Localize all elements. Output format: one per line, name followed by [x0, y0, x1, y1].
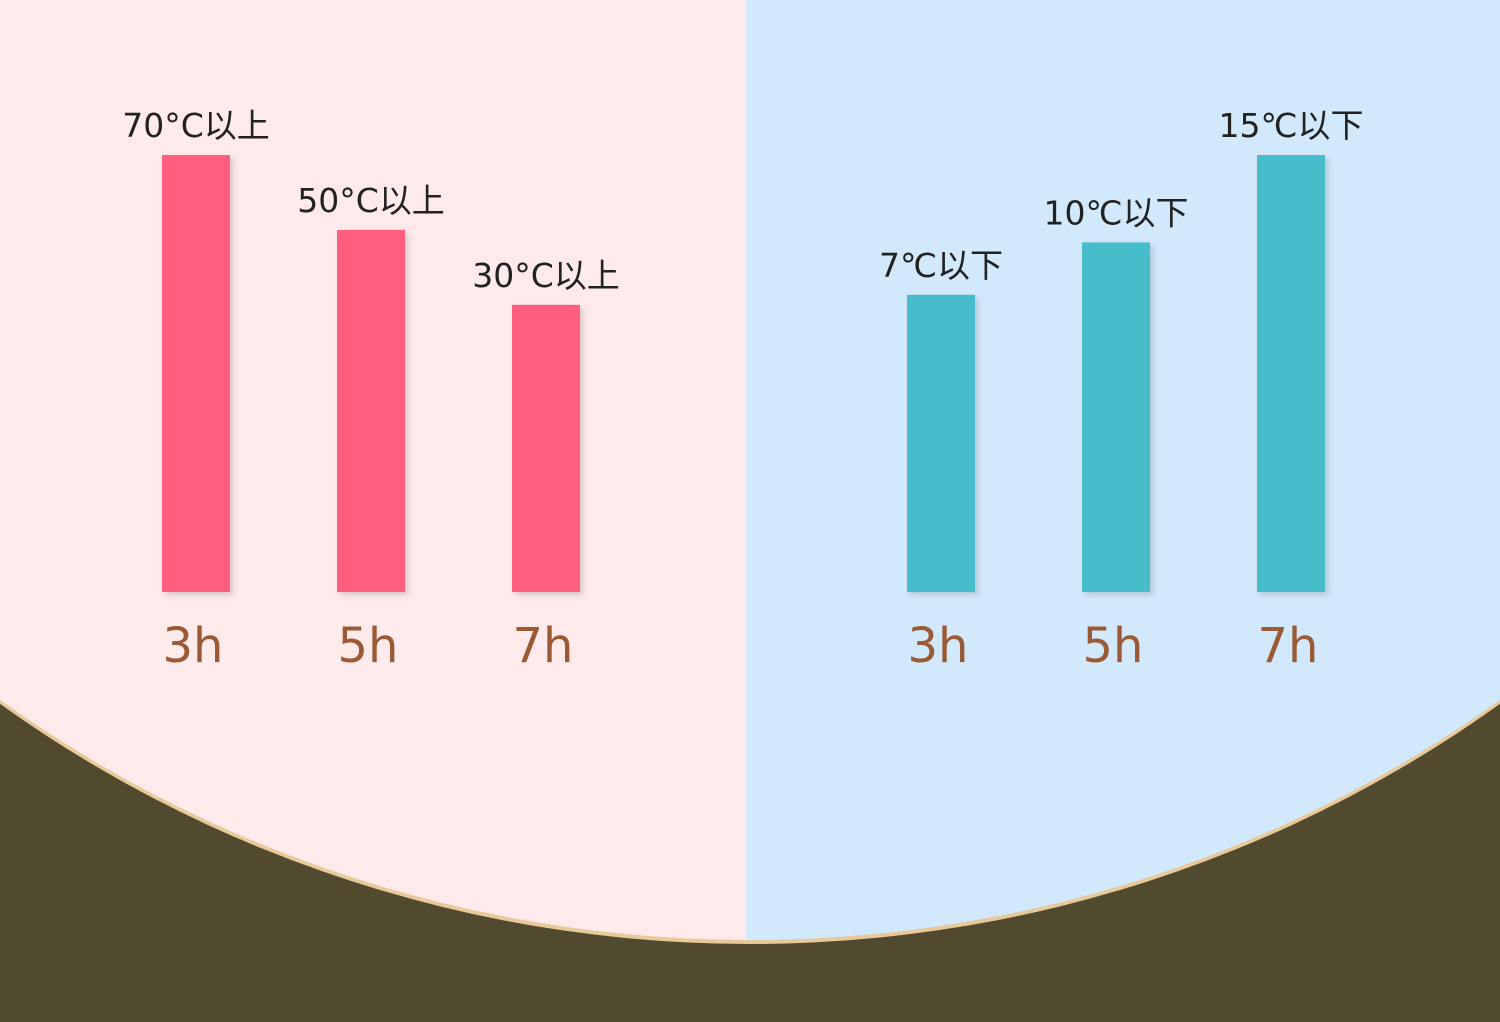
bar [512, 304, 580, 592]
value-label: 50°C以上 [297, 181, 445, 220]
x-tick-label: 3h [908, 618, 969, 674]
x-tick-label: 5h [1083, 618, 1144, 674]
x-tick-label: 7h [1258, 618, 1319, 674]
value-label: 10℃以下 [1043, 193, 1188, 232]
bar [337, 229, 405, 592]
value-label: 7℃以下 [879, 246, 1003, 285]
value-label: 70°C以上 [122, 106, 270, 145]
bar [1257, 155, 1325, 592]
x-tick-label: 3h [163, 618, 224, 674]
x-tick-label: 7h [513, 618, 574, 674]
bar [162, 155, 230, 592]
value-label: 15℃以下 [1218, 106, 1363, 145]
value-label: 30°C以上 [472, 256, 620, 295]
bar [907, 294, 975, 592]
plots: 70°C以上 3h 50°C以上 5h 30°C以上 7h 7℃以下 3h 10℃以下 5h 15℃… [122, 106, 1363, 674]
x-tick-label: 5h [338, 618, 399, 674]
bar [1082, 242, 1150, 592]
